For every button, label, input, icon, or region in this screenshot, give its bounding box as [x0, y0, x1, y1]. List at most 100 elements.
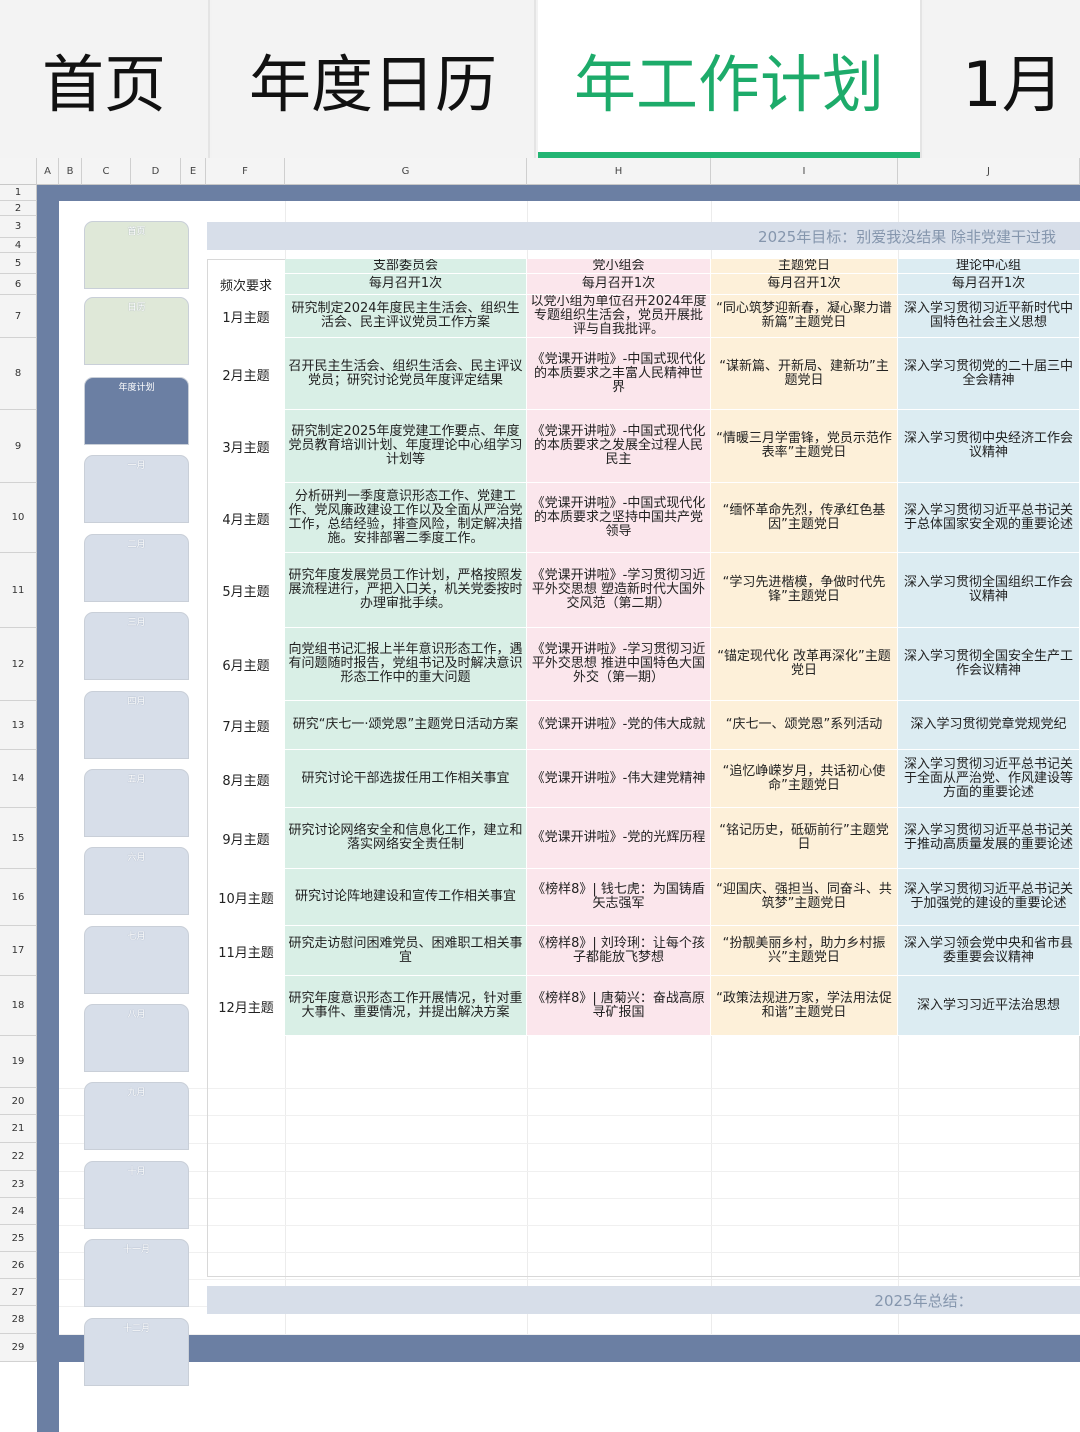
sidebar-nav-button[interactable]: 四月 [84, 691, 189, 759]
sidebar-nav-button[interactable]: 一月 [84, 455, 189, 523]
row-header[interactable]: 20 [0, 1088, 37, 1115]
plan-cell[interactable]: 向党组书记汇报上半年意识形态工作，遇有问题随时报告，党组书记及时解决意识形态工作… [285, 628, 527, 701]
plan-cell[interactable]: 深入学习贯彻习近平总书记关于总体国家安全观的重要论述 [898, 483, 1080, 553]
plan-cell[interactable]: “追忆峥嵘岁月，共话初心使命”主题党日 [711, 750, 898, 808]
tab-home[interactable]: 首页 [0, 0, 210, 158]
plan-cell[interactable]: “铭记历史，砥砺前行”主题党日 [711, 808, 898, 869]
plan-cell[interactable]: 《党课开讲啦》-伟大建党精神 [527, 750, 711, 808]
plan-cell[interactable]: 研究讨论阵地建设和宣传工作相关事宜 [285, 869, 527, 926]
plan-cell[interactable]: 深入学习贯彻习近平总书记关于全面从严治党、作风建设等方面的重要论述 [898, 750, 1080, 808]
plan-cell[interactable]: “扮靓美丽乡村，助力乡村振兴”主题党日 [711, 926, 898, 976]
row-header[interactable]: 16 [0, 869, 37, 926]
sidebar-nav-button[interactable]: 八月 [84, 1004, 189, 1072]
row-header[interactable]: 26 [0, 1252, 37, 1279]
row-header[interactable]: 19 [0, 1036, 37, 1088]
plan-cell[interactable]: 深入学习贯彻习近平新时代中国特色社会主义思想 [898, 295, 1080, 338]
column-header[interactable]: J [898, 158, 1080, 185]
plan-cell[interactable]: “庆七一、颂党恩”系列活动 [711, 701, 898, 750]
sidebar-nav-button[interactable]: 五月 [84, 769, 189, 837]
plan-cell[interactable]: 深入学习贯彻习近平总书记关于推动高质量发展的重要论述 [898, 808, 1080, 869]
row-header[interactable]: 8 [0, 338, 37, 410]
plan-cell[interactable]: 《党课开讲啦》-学习贯彻习近平外交思想 推进中国特色大国外交（第一期） [527, 628, 711, 701]
plan-cell[interactable]: 深入学习领会党中央和省市县委重要会议精神 [898, 926, 1080, 976]
sidebar-nav-button[interactable]: 二月 [84, 534, 189, 602]
row-header[interactable]: 22 [0, 1143, 37, 1171]
row-header[interactable]: 25 [0, 1225, 37, 1252]
plan-cell[interactable]: 深入学习贯彻全国组织工作会议精神 [898, 553, 1080, 628]
row-header[interactable]: 21 [0, 1115, 37, 1143]
plan-cell[interactable]: 《党课开讲啦》-中国式现代化的本质要求之坚持中国共产党领导 [527, 483, 711, 553]
row-header[interactable]: 3 [0, 216, 37, 238]
sidebar-nav-button[interactable]: 首页 [84, 221, 189, 289]
column-header[interactable]: B [59, 158, 82, 185]
plan-cell[interactable]: 研究年度发展党员工作计划，严格按照发展流程进行，严把入口关，机关党委按时办理审批… [285, 553, 527, 628]
plan-cell[interactable]: 深入学习贯彻党的二十届三中全会精神 [898, 338, 1080, 410]
plan-cell[interactable]: “学习先进楷模，争做时代先锋”主题党日 [711, 553, 898, 628]
column-header[interactable]: I [711, 158, 898, 185]
plan-cell[interactable]: 《榜样8》| 刘玲琍：让每个孩子都能放飞梦想 [527, 926, 711, 976]
row-header[interactable]: 18 [0, 976, 37, 1036]
column-header[interactable]: H [527, 158, 711, 185]
plan-cell[interactable]: 《党课开讲啦》-学习贯彻习近平外交思想 塑造新时代大国外交风范（第二期） [527, 553, 711, 628]
sidebar-nav-button[interactable]: 十二月 [84, 1318, 189, 1386]
plan-cell[interactable]: 分析研判一季度意识形态工作、党建工作、党风廉政建设工作以及全面从严治党工作，总结… [285, 483, 527, 553]
plan-cell[interactable]: 深入学习习近平法治思想 [898, 976, 1080, 1036]
corner-select-all[interactable] [0, 158, 37, 185]
plan-cell[interactable]: “缅怀革命先烈，传承红色基因”主题党日 [711, 483, 898, 553]
row-header[interactable]: 4 [0, 238, 37, 253]
sidebar-nav-button[interactable]: 三月 [84, 612, 189, 680]
plan-cell[interactable]: “政策法规进万家，学法用法促和谐”主题党日 [711, 976, 898, 1036]
plan-cell[interactable]: 深入学习贯彻全国安全生产工作会议精神 [898, 628, 1080, 701]
plan-cell[interactable]: 深入学习贯彻党章党规党纪 [898, 701, 1080, 750]
row-header[interactable]: 10 [0, 483, 37, 553]
row-header[interactable]: 23 [0, 1171, 37, 1198]
plan-cell[interactable]: 《党课开讲啦》-党的光辉历程 [527, 808, 711, 869]
column-header[interactable]: E [181, 158, 206, 185]
row-header[interactable]: 9 [0, 410, 37, 483]
plan-cell[interactable]: 深入学习贯彻中央经济工作会议精神 [898, 410, 1080, 483]
column-header[interactable]: F [206, 158, 285, 185]
column-header[interactable]: C [82, 158, 131, 185]
tab-annual-work-plan[interactable]: 年工作计划 [538, 0, 922, 158]
sidebar-nav-button[interactable]: 日历 [84, 297, 189, 365]
plan-cell[interactable]: 研究“庆七一·颂党恩”主题党日活动方案 [285, 701, 527, 750]
plan-cell[interactable]: “情暖三月学雷锋，党员示范作表率”主题党日 [711, 410, 898, 483]
row-header[interactable]: 11 [0, 553, 37, 628]
sidebar-nav-button[interactable]: 年度计划 [84, 377, 189, 445]
plan-cell[interactable]: “同心筑梦迎新春，凝心聚力谱新篇”主题党日 [711, 295, 898, 338]
plan-cell[interactable]: “锚定现代化 改革再深化”主题党日 [711, 628, 898, 701]
sidebar-nav-button[interactable]: 十月 [84, 1161, 189, 1229]
row-header[interactable]: 1 [0, 185, 37, 201]
plan-cell[interactable]: 研究走访慰问困难党员、困难职工相关事宜 [285, 926, 527, 976]
plan-cell[interactable]: 研究讨论网络安全和信息化工作，建立和落实网络安全责任制 [285, 808, 527, 869]
plan-cell[interactable]: “迎国庆、强担当、同奋斗、共筑梦”主题党日 [711, 869, 898, 926]
plan-cell[interactable]: 研究年度意识形态工作开展情况，针对重大事件、重要情况，并提出解决方案 [285, 976, 527, 1036]
row-header[interactable]: 17 [0, 926, 37, 976]
row-header[interactable]: 12 [0, 628, 37, 701]
sidebar-nav-button[interactable]: 六月 [84, 847, 189, 915]
column-header[interactable]: G [285, 158, 527, 185]
sheet-grid[interactable]: A B C D E F G H I J 1 2 3 4 5 6 7 8 9 10 11 12 13 14 15 16 17 18 19 2… [0, 158, 1080, 1432]
row-header[interactable]: 2 [0, 201, 37, 216]
plan-cell[interactable]: “谋新篇、开新局、建新功”主题党日 [711, 338, 898, 410]
row-header[interactable]: 27 [0, 1279, 37, 1306]
row-header[interactable]: 6 [0, 274, 37, 295]
plan-cell[interactable]: 研究讨论干部选拔任用工作相关事宜 [285, 750, 527, 808]
column-header[interactable]: D [131, 158, 181, 185]
plan-cell[interactable]: 《榜样8》| 唐菊兴：奋战高原 寻矿报国 [527, 976, 711, 1036]
row-header[interactable]: 13 [0, 701, 37, 750]
row-header[interactable]: 29 [0, 1334, 37, 1362]
sidebar-nav-button[interactable]: 九月 [84, 1082, 189, 1150]
plan-cell[interactable]: 研究制定2024年度民主生活会、组织生活会、民主评议党员工作方案 [285, 295, 527, 338]
plan-cell[interactable]: 深入学习贯彻习近平总书记关于加强党的建设的重要论述 [898, 869, 1080, 926]
tab-annual-calendar[interactable]: 年度日历 [212, 0, 536, 158]
row-header[interactable]: 28 [0, 1306, 37, 1334]
row-header[interactable]: 15 [0, 808, 37, 869]
row-header[interactable]: 14 [0, 750, 37, 808]
plan-cell[interactable]: 《榜样8》| 钱七虎：为国铸盾 矢志强军 [527, 869, 711, 926]
row-header[interactable]: 5 [0, 253, 37, 274]
plan-cell[interactable]: 召开民主生活会、组织生活会、民主评议党员；研究讨论党员年度评定结果 [285, 338, 527, 410]
tab-january[interactable]: 1月 [924, 0, 1080, 158]
plan-cell[interactable]: 《党课开讲啦》-党的伟大成就 [527, 701, 711, 750]
plan-cell[interactable]: 以党小组为单位召开2024年度专题组织生活会，党员开展批评与自我批评。 [527, 295, 711, 338]
